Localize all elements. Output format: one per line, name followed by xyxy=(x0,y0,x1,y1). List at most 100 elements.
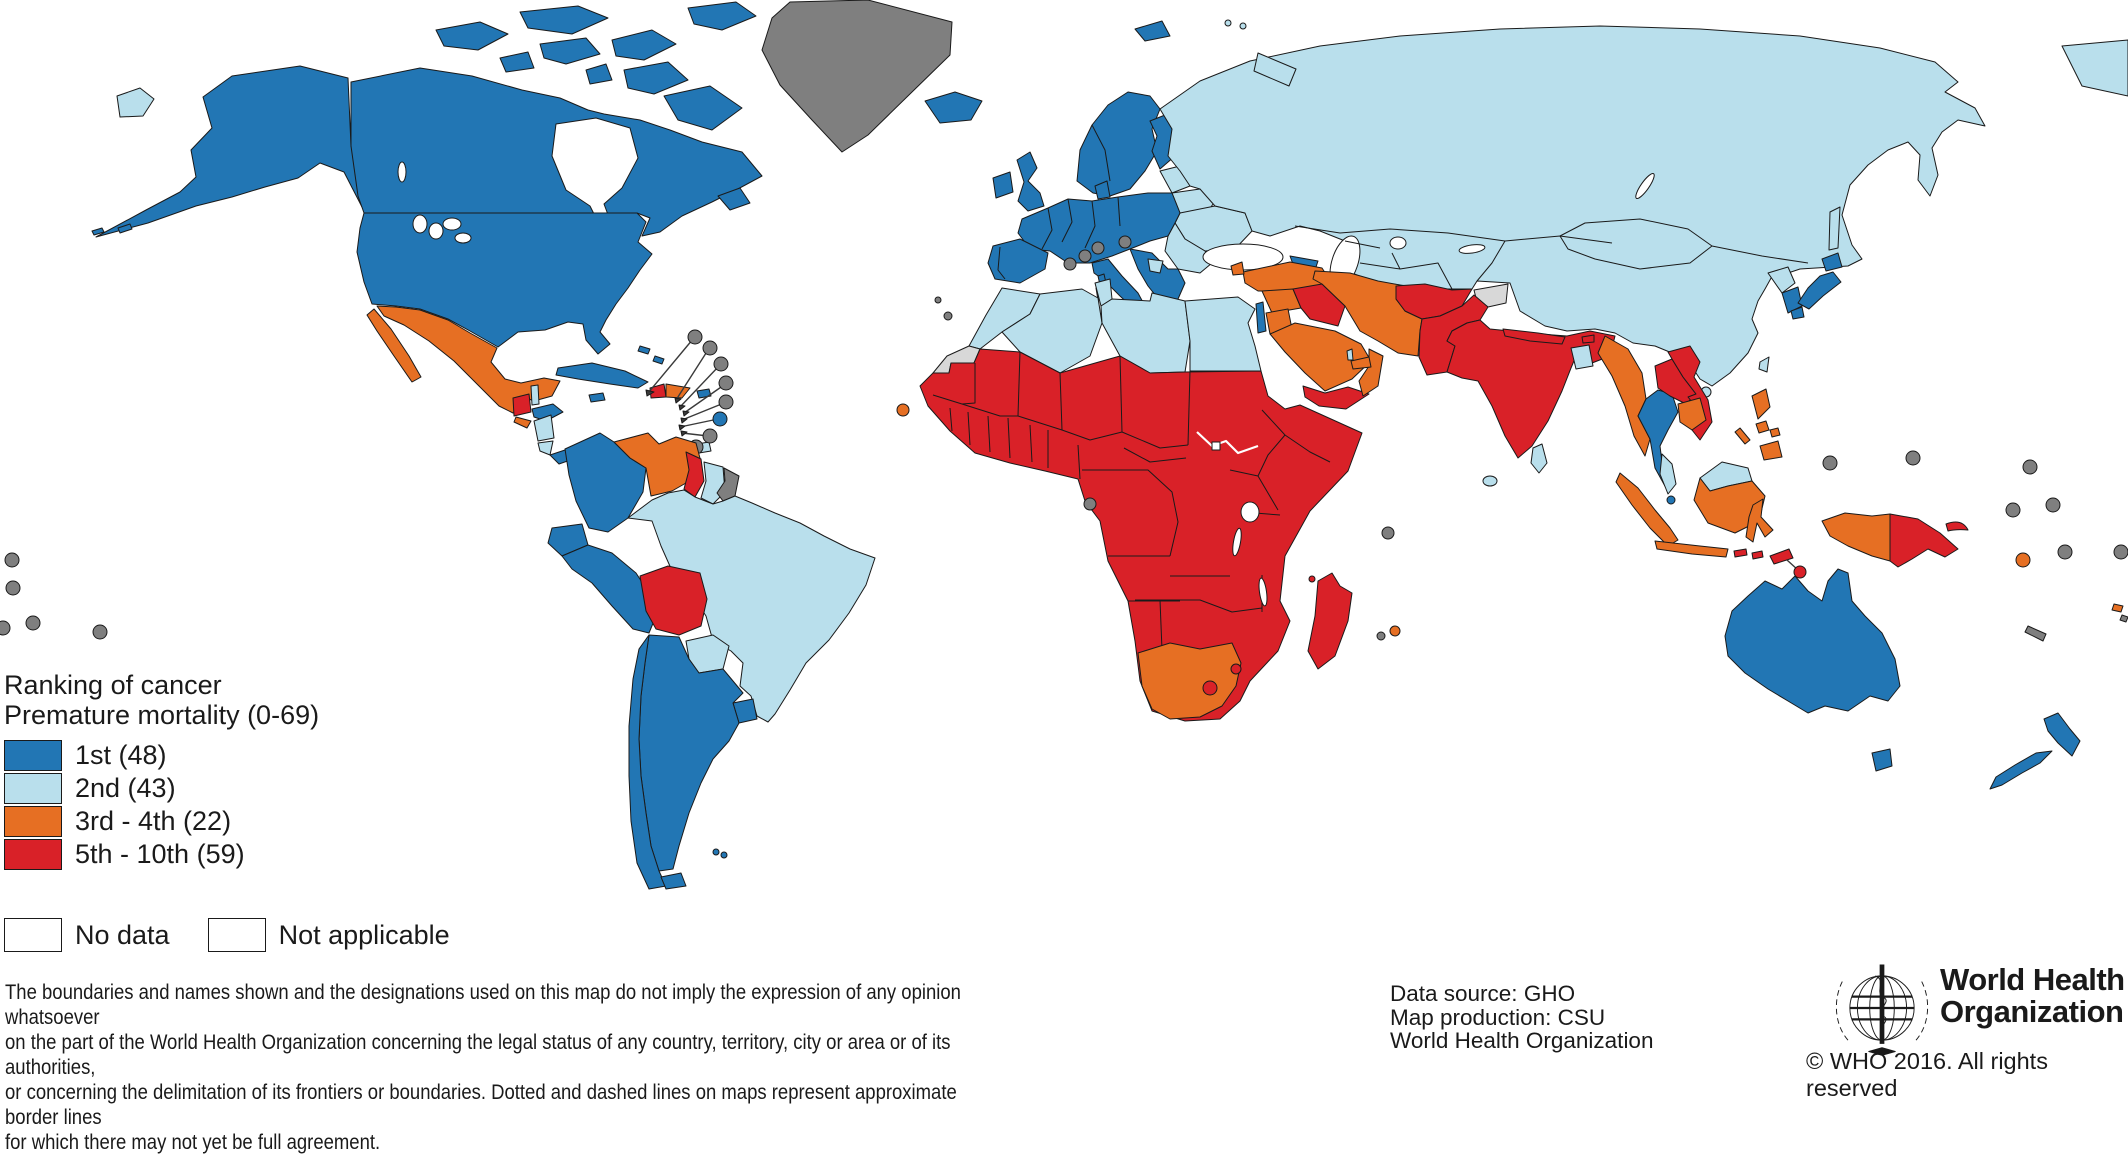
legend-item-3rd-4th: 3rd - 4th (22) xyxy=(4,805,319,838)
map-disclaimer: The boundaries and names shown and the d… xyxy=(5,980,1003,1155)
country-honduras xyxy=(531,403,564,422)
legend-label-3rd-4th: 3rd - 4th (22) xyxy=(75,806,232,836)
legend-label-no-data: No data xyxy=(75,919,170,950)
legend-label-2nd: 2nd (43) xyxy=(75,773,176,803)
region-romania-bulgaria xyxy=(1164,222,1213,274)
country-peru xyxy=(561,544,657,634)
country-uae xyxy=(1350,356,1372,370)
country-japan xyxy=(1821,252,1843,272)
copyright-text: © WHO 2016. All rights reserved xyxy=(1806,1048,2048,1101)
map-legend: Ranking of cancer Premature mortality (0… xyxy=(4,670,319,871)
country-malaysia xyxy=(1659,453,1677,495)
legend-swatch-5th-10th xyxy=(4,839,62,870)
legend-swatch-not-applicable xyxy=(207,918,266,952)
map-oceania xyxy=(0,450,2128,790)
map-caribbean xyxy=(555,329,734,455)
country-mexico-baja xyxy=(366,308,422,383)
country-guatemala xyxy=(512,393,532,417)
south-sudan-boundary xyxy=(1196,431,1259,455)
asia-internal-borders xyxy=(1294,218,1809,290)
country-sri-lanka xyxy=(1530,443,1548,474)
country-south-korea xyxy=(1781,286,1803,314)
country-australia xyxy=(1724,568,1901,714)
country-lesotho xyxy=(1202,680,1218,696)
country-cape-verde xyxy=(896,403,910,417)
who-logo-line2: Organization xyxy=(1940,994,2124,1029)
legend-title-line1: Ranking of cancer xyxy=(4,670,222,700)
country-algeria xyxy=(1001,288,1103,374)
country-uk xyxy=(1016,151,1045,212)
legend-label-not-applicable: Not applicable xyxy=(278,919,450,950)
country-argentina xyxy=(638,634,744,872)
map-asia xyxy=(1134,19,2128,398)
country-south-africa xyxy=(1137,642,1242,720)
disclaimer-line4: for which there may not yet be full agre… xyxy=(5,1130,381,1154)
legend-item-2nd: 2nd (43) xyxy=(4,772,319,805)
country-iceland xyxy=(924,91,983,124)
country-chukotka-wrap xyxy=(116,87,155,118)
country-ireland xyxy=(992,171,1014,199)
country-fiji xyxy=(2015,552,2031,568)
country-colombia xyxy=(564,432,647,533)
lesser-antilles-leaders xyxy=(645,329,734,455)
hudson-bay xyxy=(551,117,639,223)
country-cambodia xyxy=(1677,397,1707,431)
country-philippines xyxy=(1751,388,1771,420)
map-south-america xyxy=(547,432,876,890)
baffin-island xyxy=(663,85,743,131)
africa-internal-borders xyxy=(932,351,1331,651)
country-papua-new-guinea xyxy=(1889,513,1959,568)
sakhalin xyxy=(1828,206,1841,251)
island-sulawesi xyxy=(1745,498,1774,543)
country-north-korea xyxy=(1767,266,1796,294)
world-choropleth-map xyxy=(0,0,2128,890)
country-iran xyxy=(1312,270,1423,357)
legend-label-1st: 1st (48) xyxy=(75,740,167,770)
country-myanmar xyxy=(1597,335,1651,457)
legend-swatch-3rd-4th xyxy=(4,806,62,837)
papua-indonesia xyxy=(1821,512,1891,562)
country-usa xyxy=(356,212,653,355)
island-timor xyxy=(1769,548,1794,565)
region-western-europe xyxy=(1017,192,1181,264)
country-nicaragua xyxy=(533,414,555,442)
country-cuba xyxy=(555,362,649,389)
country-singapore xyxy=(1666,495,1676,505)
island-tasmania xyxy=(1871,748,1893,772)
map-africa xyxy=(896,278,1401,722)
legend-swatch-no-data xyxy=(4,918,62,952)
data-source-block: Data source: GHO Map production: CSU Wor… xyxy=(1390,982,1653,1053)
map-north-america xyxy=(91,0,953,465)
country-nepal xyxy=(1502,328,1566,345)
country-new-zealand xyxy=(2043,712,2081,757)
country-yemen xyxy=(1302,385,1370,410)
disclaimer-line2: on the part of the World Health Organiza… xyxy=(5,1030,951,1079)
source-org-line: World Health Organization xyxy=(1390,1028,1654,1053)
data-source-line: Data source: GHO xyxy=(1390,981,1576,1006)
map-southeast-asia xyxy=(1597,335,1969,579)
country-israel-lebanon xyxy=(1255,301,1267,334)
country-bangladesh xyxy=(1570,344,1594,370)
lake-victoria xyxy=(1240,501,1260,523)
country-costa-rica xyxy=(537,440,554,456)
country-saudi-arabia xyxy=(1269,322,1372,392)
country-egypt xyxy=(1184,296,1262,372)
who-logo-line1: World Health xyxy=(1940,962,2125,997)
map-production-line: Map production: CSU xyxy=(1390,1004,1606,1030)
map-middle-east-south-asia xyxy=(1230,261,1616,487)
country-bolivia xyxy=(639,565,708,636)
disclaimer-line3: or concerning the delimitation of its fr… xyxy=(5,1080,957,1129)
who-emblem-icon xyxy=(1835,964,1929,1056)
country-brazil xyxy=(627,489,876,723)
legend-title-line2: Premature mortality (0-69) xyxy=(4,700,320,730)
island-java xyxy=(1654,540,1729,558)
legend-swatch-2nd xyxy=(4,773,62,804)
legend-item-1st: 1st (48) xyxy=(4,739,319,772)
legend-item-5th-10th: 5th - 10th (59) xyxy=(4,838,319,871)
country-haiti xyxy=(649,383,667,399)
region-russia-central-asia-china xyxy=(1159,25,1986,387)
country-belize xyxy=(530,384,540,406)
europe-internal-borders xyxy=(997,124,1121,280)
country-madagascar xyxy=(1307,572,1353,670)
